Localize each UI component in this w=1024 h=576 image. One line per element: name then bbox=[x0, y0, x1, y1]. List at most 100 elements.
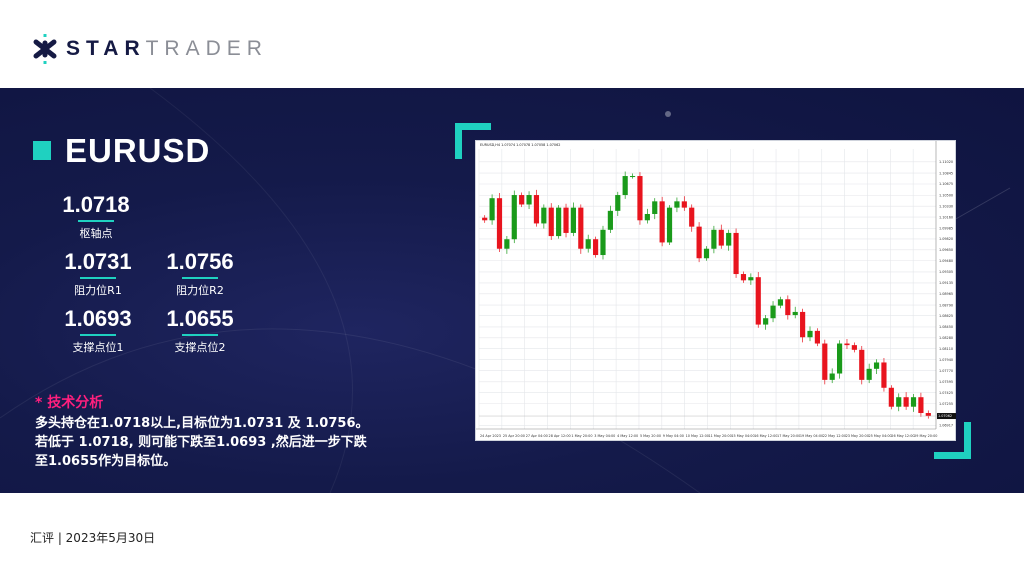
y-tick-label: 1.06917 bbox=[939, 424, 953, 428]
bull-candle bbox=[711, 229, 717, 249]
bull-candle bbox=[504, 239, 510, 249]
bear-candle bbox=[822, 343, 828, 380]
s1-label: 支撑点位1 bbox=[72, 341, 124, 354]
y-tick-label: 1.10845 bbox=[939, 171, 953, 175]
bull-candle bbox=[763, 318, 769, 325]
startrader-logo: STAR TRADER bbox=[32, 34, 268, 64]
x-tick-label: 25 May 04:00 bbox=[868, 434, 891, 438]
bear-candle bbox=[814, 330, 820, 344]
analysis-text: 多头持仓在1.0718以上,目标位为1.0731 及 1.0756。 若低于 1… bbox=[35, 414, 415, 471]
x-tick-label: 19 May 04:00 bbox=[800, 434, 823, 438]
corner-bracket-bottom bbox=[934, 452, 971, 459]
y-tick-label: 1.09985 bbox=[939, 227, 953, 231]
bull-candle bbox=[873, 362, 880, 369]
pivot-label: 枢轴点 bbox=[79, 227, 113, 240]
bull-candle bbox=[629, 176, 636, 178]
star-logo-icon bbox=[33, 34, 57, 64]
y-tick-label: 1.09480 bbox=[939, 259, 953, 263]
price-chart[interactable]: 1.11020 1.10845 1.10675 1.10500 1.10330 1.101… bbox=[475, 140, 956, 441]
bear-candle bbox=[733, 232, 739, 275]
s2-value: 1.0655 bbox=[166, 306, 234, 331]
s2-level: 1.0655 支撑点位2 bbox=[145, 306, 255, 355]
s1-level: 1.0693 支撑点位1 bbox=[43, 306, 153, 355]
bear-candle bbox=[578, 207, 584, 249]
y-tick-label: 1.09820 bbox=[939, 237, 953, 241]
x-tick-label: 5 May 20:00 bbox=[640, 434, 661, 438]
bear-candle bbox=[681, 201, 687, 208]
s1-value: 1.0693 bbox=[64, 306, 132, 331]
bear-candle bbox=[718, 229, 724, 246]
bull-candle bbox=[777, 299, 784, 306]
bull-candle bbox=[866, 368, 872, 380]
bull-candle bbox=[836, 343, 843, 374]
bull-candle bbox=[703, 248, 710, 259]
corner-bracket-top bbox=[455, 123, 462, 159]
analysis-line: 多头持仓在1.0718以上,目标位为1.0731 及 1.0756。 bbox=[35, 416, 369, 431]
header: STAR TRADER bbox=[0, 0, 1024, 88]
bull-candle bbox=[526, 195, 532, 205]
r2-value: 1.0756 bbox=[166, 249, 234, 274]
x-tick-label: 22 May 12:00 bbox=[823, 434, 846, 438]
pivot-level: 1.0718 枢轴点 bbox=[41, 192, 151, 241]
y-tick-label: 1.08280 bbox=[939, 336, 953, 340]
bull-candle bbox=[674, 201, 680, 208]
y-tick-label: 1.07595 bbox=[939, 380, 953, 384]
underline bbox=[182, 277, 218, 279]
bull-candle bbox=[541, 207, 547, 224]
bear-candle bbox=[903, 397, 909, 407]
underline bbox=[182, 334, 218, 336]
bull-candle bbox=[807, 330, 813, 338]
x-tick-label: 17 May 20:00 bbox=[777, 434, 800, 438]
y-tick-label: 1.08625 bbox=[939, 314, 953, 318]
bull-candle bbox=[622, 176, 628, 196]
y-tick-label: 1.08450 bbox=[939, 325, 953, 329]
bear-candle bbox=[548, 207, 554, 237]
y-tick-label: 1.07255 bbox=[939, 402, 953, 406]
chart-title: EURUSD,H4 1.07074 1.07078 1.07058 1.0706… bbox=[480, 143, 560, 147]
bear-candle bbox=[925, 413, 931, 417]
bull-candle bbox=[910, 397, 917, 407]
y-tick-label: 1.09650 bbox=[939, 248, 953, 252]
y-tick-label: 1.10500 bbox=[939, 193, 953, 197]
bear-candle bbox=[844, 343, 850, 346]
bull-candle bbox=[615, 195, 621, 211]
bear-candle bbox=[519, 195, 525, 205]
bear-candle bbox=[881, 362, 887, 388]
y-tick-label: 1.07425 bbox=[939, 391, 953, 395]
r2-level: 1.0756 阻力位R2 bbox=[145, 249, 255, 298]
bull-candle bbox=[770, 305, 776, 319]
analysis-title: * 技术分析 bbox=[35, 395, 104, 411]
y-tick-label: 1.10160 bbox=[939, 215, 953, 219]
bear-candle bbox=[496, 198, 503, 249]
bull-candle bbox=[666, 207, 673, 243]
corner-bracket-top bbox=[455, 123, 491, 130]
bear-candle bbox=[637, 176, 643, 221]
y-tick-label: 1.08110 bbox=[939, 347, 953, 351]
y-tick-label: 1.08965 bbox=[939, 292, 953, 296]
r2-label: 阻力位R2 bbox=[176, 284, 224, 297]
x-tick-label: 3 May 04:00 bbox=[594, 434, 615, 438]
x-tick-label: 16 May 12:00 bbox=[754, 434, 777, 438]
x-tick-label: 15 May 04:00 bbox=[731, 434, 754, 438]
bear-candle bbox=[740, 274, 747, 281]
bear-candle bbox=[689, 207, 695, 227]
bear-candle bbox=[785, 299, 791, 316]
x-tick-label: 28 Apr 12:00 bbox=[549, 434, 571, 438]
y-tick-label: 1.10330 bbox=[939, 204, 953, 208]
current-price-tag bbox=[937, 413, 956, 420]
bull-candle bbox=[644, 213, 650, 221]
bear-candle bbox=[563, 207, 569, 233]
x-tick-label: 27 Apr 04:00 bbox=[526, 434, 548, 438]
x-tick-label: 29 May 20:00 bbox=[914, 434, 937, 438]
y-tick-label: 1.07770 bbox=[939, 369, 953, 373]
bull-candle bbox=[607, 210, 613, 230]
y-tick-label: 1.09305 bbox=[939, 270, 953, 274]
candlestick-chart: 1.11020 1.10845 1.10675 1.10500 1.10330 1.101… bbox=[476, 141, 956, 438]
logo-text-star: STAR bbox=[66, 37, 146, 60]
bear-candle bbox=[859, 349, 865, 380]
x-tick-label: 11 May 20:00 bbox=[709, 434, 732, 438]
underline bbox=[78, 220, 114, 222]
r1-value: 1.0731 bbox=[64, 249, 132, 274]
bear-candle bbox=[482, 217, 488, 221]
bear-candle bbox=[755, 277, 761, 325]
